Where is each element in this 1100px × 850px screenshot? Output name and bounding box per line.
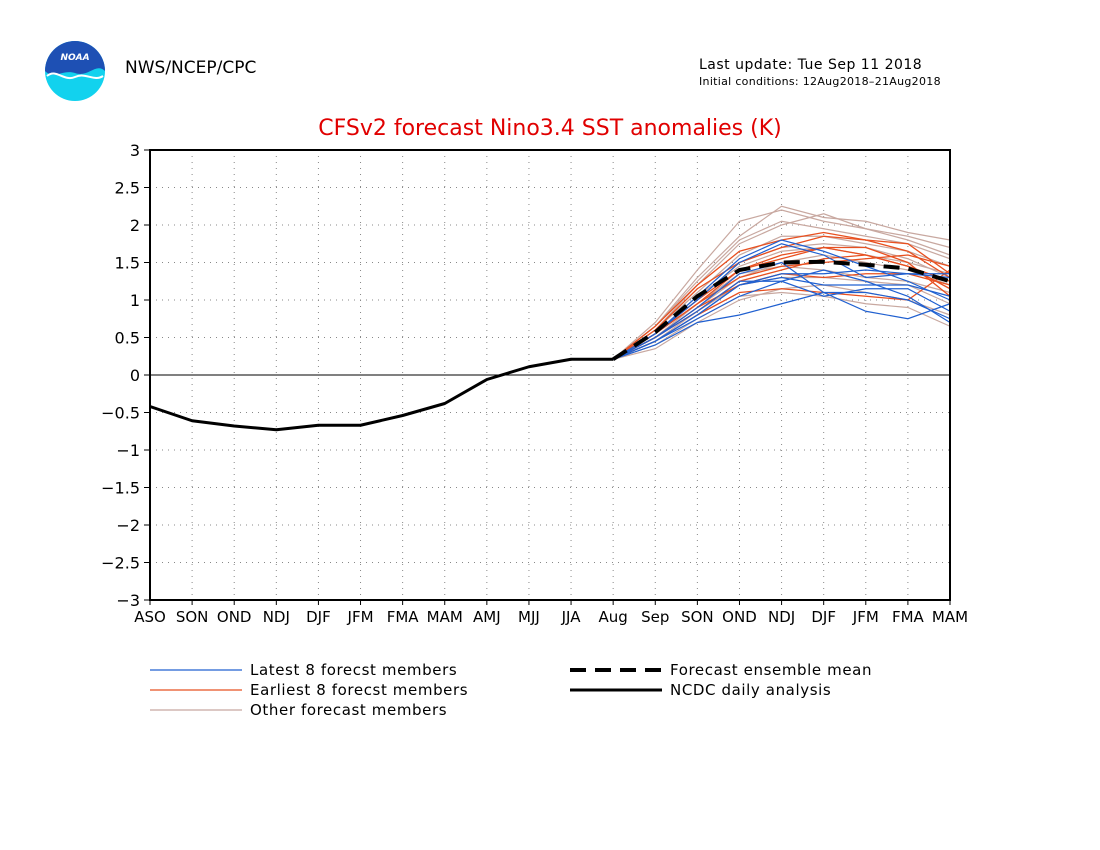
y-tick-label: 1.5 (115, 254, 140, 273)
legend-label: NCDC daily analysis (670, 681, 831, 699)
y-tick-labels: 3 2.5 2 1.5 1 0.5 0 −0.5 −1 −1.5 −2 −2.5 −3 (101, 141, 140, 610)
other-member-line (612, 205, 951, 360)
y-tick-label: −0.5 (101, 404, 140, 423)
y-tick-label: −2.5 (101, 554, 140, 573)
latest-member-line (612, 291, 951, 360)
x-tick-label: SON (176, 608, 209, 626)
latest-member-line (612, 243, 950, 360)
y-tick-label: −1 (116, 441, 140, 460)
x-tick-label: DJF (811, 608, 836, 626)
ensemble-mean-line (612, 259, 951, 361)
last-update: Last update: Tue Sep 11 2018 (699, 57, 923, 73)
plot-frame (149, 149, 951, 601)
other-member-line (612, 235, 951, 360)
noaa-logo: NOAA (44, 40, 106, 106)
y-tick-label: 3 (130, 141, 140, 160)
y-tick-label: 1 (130, 291, 140, 310)
legend-label: Latest 8 forecst members (250, 661, 457, 679)
mean-series (612, 259, 951, 361)
org-label: NWS/NCEP/CPC (125, 58, 257, 78)
latest-members (612, 239, 951, 360)
x-tick-label: NDJ (768, 608, 795, 626)
x-tick-label: AMJ (473, 608, 501, 626)
x-tick-label: MAM (427, 608, 463, 626)
other-member-line (612, 291, 951, 360)
x-tick-label: Sep (641, 608, 669, 626)
x-tick-label: MJJ (518, 608, 540, 626)
x-tick-label: NDJ (263, 608, 290, 626)
legend-label: Forecast ensemble mean (670, 661, 872, 679)
chart-title: CFSv2 forecast Nino3.4 SST anomalies (K) (318, 116, 781, 141)
x-tick-labels: ASO SON OND NDJ DJF JFM FMA MAM AMJ MJJ JJA Aug Sep S… (134, 608, 968, 626)
x-tick-label: OND (722, 608, 757, 626)
legend: Latest 8 forecst members Earliest 8 forec… (150, 661, 872, 719)
x-tick-label: JJA (561, 608, 582, 626)
other-member-line (612, 220, 951, 360)
initial-conditions: Initial conditions: 12Aug2018–21Aug2018 (699, 75, 941, 88)
x-tick-label: Aug (599, 608, 628, 626)
x-tick-label: FMA (387, 608, 420, 626)
x-tick-label: ASO (134, 608, 166, 626)
y-tick-label: −2 (116, 516, 140, 535)
y-tick-label: −3 (116, 591, 140, 610)
observed-line (149, 357, 614, 432)
y-tick-label: 0 (130, 366, 140, 385)
earliest-member-line (612, 254, 951, 360)
y-tick-label: −1.5 (101, 479, 140, 498)
latest-member-line (612, 269, 951, 360)
other-member-line (612, 209, 951, 360)
earliest-member-line (612, 269, 951, 360)
other-member-line (612, 213, 951, 360)
earliest-member-line (612, 235, 951, 360)
legend-label: Earliest 8 forecst members (250, 681, 468, 699)
x-tick-label: DJF (306, 608, 331, 626)
latest-member-line (612, 239, 951, 360)
x-tick-label: JFM (852, 608, 879, 626)
x-tick-label: FMA (892, 608, 925, 626)
logo-text: NOAA (60, 53, 89, 63)
x-tick-label: OND (217, 608, 252, 626)
y-tick-label: 2 (130, 216, 140, 235)
x-tick-label: MAM (932, 608, 968, 626)
x-tick-label: JFM (347, 608, 374, 626)
latest-member-line (612, 261, 951, 360)
x-tick-label: SON (681, 608, 714, 626)
latest-member-line (612, 269, 951, 360)
y-tick-label: 0.5 (115, 329, 140, 348)
legend-label: Other forecast members (250, 701, 447, 719)
observed-series (149, 357, 614, 432)
y-tick-label: 2.5 (115, 179, 140, 198)
